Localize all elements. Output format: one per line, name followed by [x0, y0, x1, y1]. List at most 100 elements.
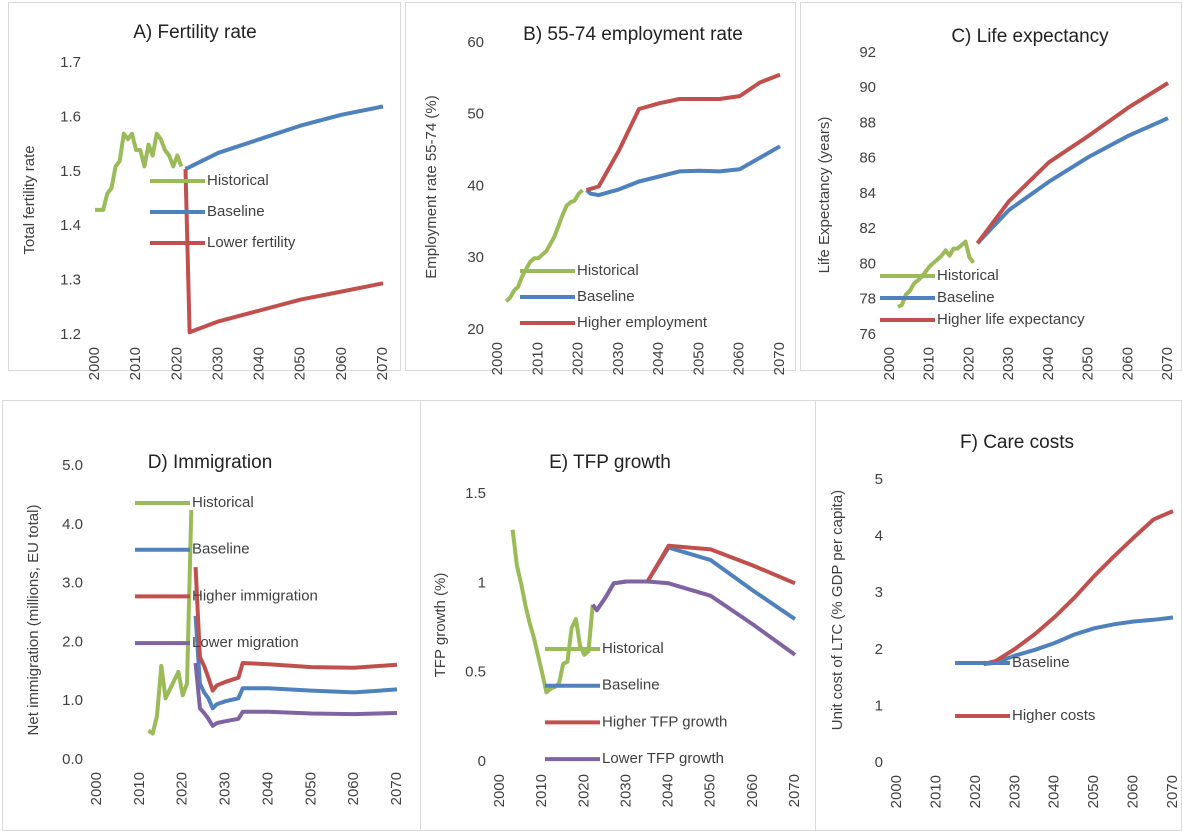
- series-line: [585, 144, 781, 198]
- x-tick-label: 2040: [1040, 347, 1057, 380]
- y-tick-label: 1.7: [60, 54, 81, 71]
- x-tick-label: 2020: [570, 342, 587, 375]
- y-tick-label: 1: [875, 697, 883, 714]
- y-tick-label: 3.0: [62, 575, 83, 592]
- legend-label: Lower migration: [192, 634, 299, 651]
- y-tick-label: 40: [467, 177, 484, 194]
- x-tick-label: 2060: [345, 772, 362, 805]
- x-tick-label: 2040: [251, 347, 268, 380]
- x-tick-label: 2020: [168, 347, 185, 380]
- y-tick-label: 0.5: [465, 664, 486, 681]
- x-tick-label: 2010: [927, 775, 944, 808]
- y-tick-label: 0: [478, 753, 486, 770]
- x-tick-label: 2050: [702, 774, 719, 807]
- legend-label: Historical: [192, 494, 254, 511]
- y-axis-label: Employment rate 55-74 (%): [423, 95, 440, 278]
- chart-title: F) Care costs: [960, 432, 1074, 453]
- y-tick-label: 80: [859, 255, 876, 272]
- y-tick-label: 60: [467, 34, 484, 51]
- series-line: [626, 543, 796, 586]
- y-tick-label: 76: [859, 326, 876, 343]
- panel-border: [405, 2, 796, 371]
- y-tick-label: 84: [859, 185, 876, 202]
- x-tick-label: 2020: [967, 775, 984, 808]
- series-line: [897, 239, 975, 309]
- legend-label: Historical: [577, 262, 639, 279]
- x-tick-label: 2050: [690, 342, 707, 375]
- x-tick-label: 2070: [786, 774, 803, 807]
- y-tick-label: 30: [467, 249, 484, 266]
- series-line: [975, 81, 1170, 245]
- legend-label: Higher life expectancy: [937, 311, 1085, 328]
- x-tick-label: 2050: [1085, 775, 1102, 808]
- x-tick-label: 2070: [1159, 347, 1176, 380]
- y-tick-label: 78: [859, 291, 876, 308]
- x-tick-label: 2010: [533, 774, 550, 807]
- x-tick-label: 2040: [1046, 775, 1063, 808]
- y-tick-label: 2: [875, 641, 883, 658]
- legend-label: Baseline: [937, 289, 995, 306]
- chart-title: D) Immigration: [148, 452, 273, 473]
- y-tick-label: 5.0: [62, 457, 83, 474]
- y-tick-label: 20: [467, 321, 484, 338]
- legend-label: Baseline: [577, 288, 635, 305]
- series-line: [183, 169, 384, 335]
- x-tick-label: 2050: [292, 347, 309, 380]
- x-tick-label: 2040: [660, 774, 677, 807]
- legend-label: Higher employment: [577, 314, 708, 331]
- x-tick-label: 2070: [374, 347, 391, 380]
- series-line: [586, 72, 781, 193]
- chart-title: B) 55-74 employment rate: [523, 24, 743, 45]
- series-line: [983, 615, 1174, 666]
- x-tick-label: 2070: [1164, 775, 1181, 808]
- x-tick-label: 2050: [1080, 347, 1097, 380]
- y-axis-label: Unit cost of LTC (% GDP per capita): [829, 490, 846, 730]
- y-tick-label: 1: [478, 574, 486, 591]
- y-tick-label: 1.4: [60, 217, 81, 234]
- x-tick-label: 2000: [86, 347, 103, 380]
- y-tick-label: 1.0: [62, 692, 83, 709]
- series-line: [95, 131, 184, 212]
- y-tick-label: 90: [859, 79, 876, 96]
- y-tick-label: 2.0: [62, 633, 83, 650]
- y-tick-label: 92: [859, 44, 876, 61]
- x-tick-label: 2020: [960, 347, 977, 380]
- x-tick-label: 2030: [209, 347, 226, 380]
- y-tick-label: 4: [875, 528, 883, 545]
- series-line: [193, 662, 398, 728]
- legend-label: Historical: [937, 267, 999, 284]
- series-line: [591, 579, 797, 657]
- series-line: [184, 104, 384, 171]
- y-tick-label: 1.2: [60, 326, 81, 343]
- legend-label: Historical: [602, 640, 664, 657]
- x-tick-label: 2020: [575, 774, 592, 807]
- panel-border: [815, 400, 1182, 831]
- y-tick-label: 1.6: [60, 108, 81, 125]
- panel-border: [8, 2, 401, 371]
- legend-label: Lower fertility: [207, 234, 296, 251]
- legend-label: Lower TFP growth: [602, 750, 724, 767]
- y-tick-label: 5: [875, 471, 883, 488]
- x-tick-label: 2070: [388, 772, 405, 805]
- legend-label: Baseline: [1012, 654, 1070, 671]
- y-axis-label: Total fertility rate: [21, 145, 38, 254]
- x-tick-label: 2060: [744, 774, 761, 807]
- chart-title: A) Fertility rate: [133, 22, 257, 43]
- legend-label: Historical: [207, 172, 269, 189]
- series-line: [193, 567, 398, 693]
- y-tick-label: 82: [859, 220, 876, 237]
- x-tick-label: 2070: [771, 342, 788, 375]
- y-tick-label: 1.5: [60, 163, 81, 180]
- x-tick-label: 2000: [491, 774, 508, 807]
- y-tick-label: 1.5: [465, 485, 486, 502]
- legend-label: Higher costs: [1012, 707, 1095, 724]
- y-tick-label: 0.0: [62, 751, 83, 768]
- x-tick-label: 2030: [617, 774, 634, 807]
- y-axis-label: TFP growth (%): [432, 573, 449, 678]
- x-tick-label: 2030: [610, 342, 627, 375]
- x-tick-label: 2050: [302, 772, 319, 805]
- series-line: [193, 615, 398, 711]
- x-tick-label: 2000: [888, 775, 905, 808]
- x-tick-label: 2040: [259, 772, 276, 805]
